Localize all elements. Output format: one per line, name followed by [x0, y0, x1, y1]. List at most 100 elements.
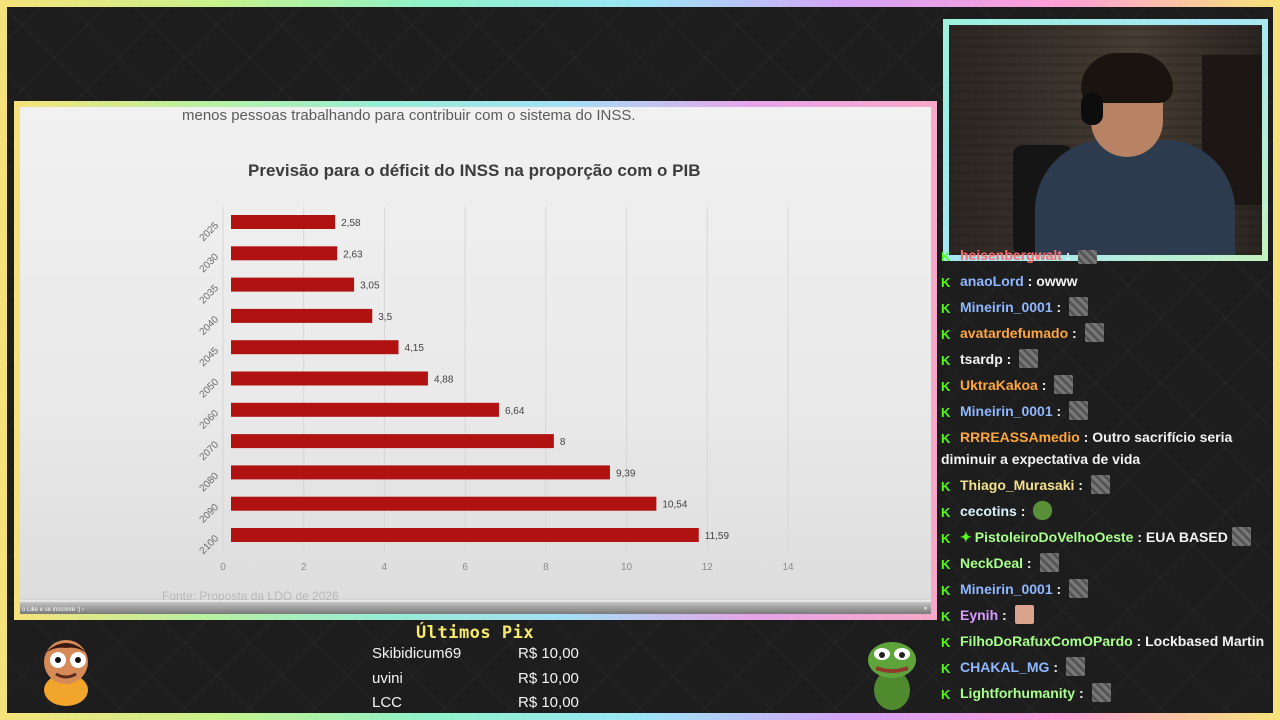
emote-icon	[1091, 683, 1111, 702]
bar-value-label: 8	[560, 437, 566, 448]
kick-badge-icon: K	[941, 505, 951, 520]
pix-amount: R$ 10,00	[518, 645, 579, 662]
chat-username[interactable]: PistoleiroDoVelhoOeste	[974, 529, 1134, 545]
chat-separator: :	[1023, 273, 1037, 289]
kick-badge-icon: K	[941, 327, 951, 342]
bar	[231, 496, 657, 511]
emote-icon	[1069, 401, 1089, 420]
kick-badge-icon: K	[941, 353, 951, 368]
pix-donor-name: LCC	[372, 694, 403, 711]
webcam-feed	[949, 25, 1262, 255]
chat-separator: :	[1037, 377, 1051, 393]
chat-username[interactable]: Thiago_Murasaki	[960, 477, 1075, 493]
chat-message: K ✦ PistoleiroDoVelhoOeste : EUA BASED	[941, 524, 1271, 550]
kick-badge-icon: K	[941, 431, 951, 446]
chat-message: K Lightforhumanity :	[941, 680, 1271, 706]
chat-username[interactable]: avatardefumado	[960, 325, 1069, 341]
chat-message: K Mineirin_0001 :	[941, 576, 1271, 602]
bar-value-label: 3,5	[378, 312, 392, 323]
emote-icon	[1054, 375, 1074, 394]
chat-username[interactable]: FilhoDoRafuxComOPardo	[960, 633, 1133, 649]
bar-value-label: 10,54	[662, 500, 687, 511]
pepe-mascot-icon	[868, 642, 916, 710]
bar	[231, 434, 554, 449]
pause-icon[interactable]: ⏸	[923, 606, 927, 612]
bar-value-label: 2,58	[341, 218, 361, 229]
pix-row: uvini R$ 10,00	[372, 670, 592, 692]
chat-username[interactable]: heisenbergwalt	[960, 250, 1062, 263]
chat-separator: :	[998, 607, 1011, 623]
chat-message: K Eynih :	[941, 602, 1271, 628]
kick-badge-icon: K	[941, 661, 951, 676]
progress-bar[interactable]	[20, 600, 931, 602]
chat-username[interactable]: Mineirin_0001	[960, 581, 1053, 597]
emote-icon	[1014, 605, 1034, 624]
bar-value-label: 6,64	[505, 406, 525, 417]
chat-text: owww	[1036, 273, 1078, 289]
chat-username[interactable]: Lightforhumanity	[960, 685, 1076, 701]
kick-badge-icon: K	[941, 635, 951, 650]
pix-amount: R$ 10,00	[518, 694, 579, 711]
emote-icon	[1090, 475, 1110, 494]
emote-icon	[1231, 527, 1251, 546]
bar	[231, 340, 399, 355]
pix-amount: R$ 10,00	[518, 670, 579, 687]
bar-value-label: 9,39	[616, 468, 636, 479]
y-category-label: 2070	[198, 439, 222, 463]
y-category-label: 2060	[198, 408, 222, 432]
emote-icon	[1019, 349, 1039, 368]
chat-separator: :	[1049, 659, 1062, 675]
chat-username[interactable]: Eynih	[960, 607, 999, 623]
chat-username[interactable]: cecotins	[960, 503, 1017, 519]
chat-username[interactable]: Mineirin_0001	[960, 403, 1053, 419]
player-controls[interactable]: o Like e se inscreve :) › ⏸	[20, 598, 931, 614]
chat-separator: :	[1052, 581, 1066, 597]
chat-separator: :	[1133, 529, 1146, 545]
kick-badge-icon: K	[941, 557, 951, 572]
x-tick-label: 6	[462, 562, 468, 573]
y-category-label: 2100	[198, 533, 222, 557]
emote-icon	[1069, 579, 1089, 598]
chat-username[interactable]: CHAKAL_MG	[960, 659, 1050, 675]
y-category-label: 2080	[198, 470, 222, 494]
video-player[interactable]: menos pessoas trabalhando para contribui…	[20, 107, 931, 614]
headset-icon	[1081, 93, 1103, 125]
kick-badge-icon: K	[941, 275, 951, 290]
chat-separator: :	[1023, 555, 1036, 571]
chat-text: EUA BASED	[1145, 529, 1228, 545]
bar-value-label: 2,63	[343, 249, 363, 260]
bar	[231, 246, 338, 261]
chat-message: K RRREASSAmedio : Outro sacrifício seria …	[941, 424, 1271, 472]
pix-title: Últimos Pix	[416, 623, 535, 643]
chat-username[interactable]: NeckDeal	[960, 555, 1024, 571]
bar-value-label: 4,88	[434, 375, 454, 386]
chat-separator: :	[1002, 351, 1016, 367]
x-tick-label: 8	[543, 562, 549, 573]
bar	[231, 402, 499, 417]
pix-donor-name: uvini	[372, 670, 403, 687]
chat-separator: :	[1052, 299, 1066, 315]
chat-username[interactable]: UktraKakoa	[960, 377, 1038, 393]
chat-username[interactable]: RRREASSAmedio	[960, 429, 1080, 445]
chat-separator: :	[1016, 503, 1030, 519]
chat-message: K UktraKakoa :	[941, 372, 1271, 398]
x-tick-label: 0	[220, 562, 226, 573]
kick-badge-icon: K	[941, 583, 951, 598]
chat-username[interactable]: Mineirin_0001	[960, 299, 1053, 315]
video-panel-frame: menos pessoas trabalhando para contribui…	[14, 101, 937, 620]
chat-message: K NeckDeal :	[941, 550, 1271, 576]
x-tick-label: 14	[782, 562, 794, 573]
chat-separator: :	[1068, 325, 1081, 341]
chat-separator: :	[1052, 403, 1066, 419]
kick-badge-icon: K	[941, 687, 951, 702]
chat-separator: :	[1132, 633, 1146, 649]
chat-message: K Mineirin_0001 :	[941, 294, 1271, 320]
emote-icon	[1039, 553, 1059, 572]
chat-username[interactable]: anaoLord	[960, 273, 1024, 289]
chat-username[interactable]: tsardp	[960, 351, 1003, 367]
x-tick-label: 10	[621, 562, 633, 573]
